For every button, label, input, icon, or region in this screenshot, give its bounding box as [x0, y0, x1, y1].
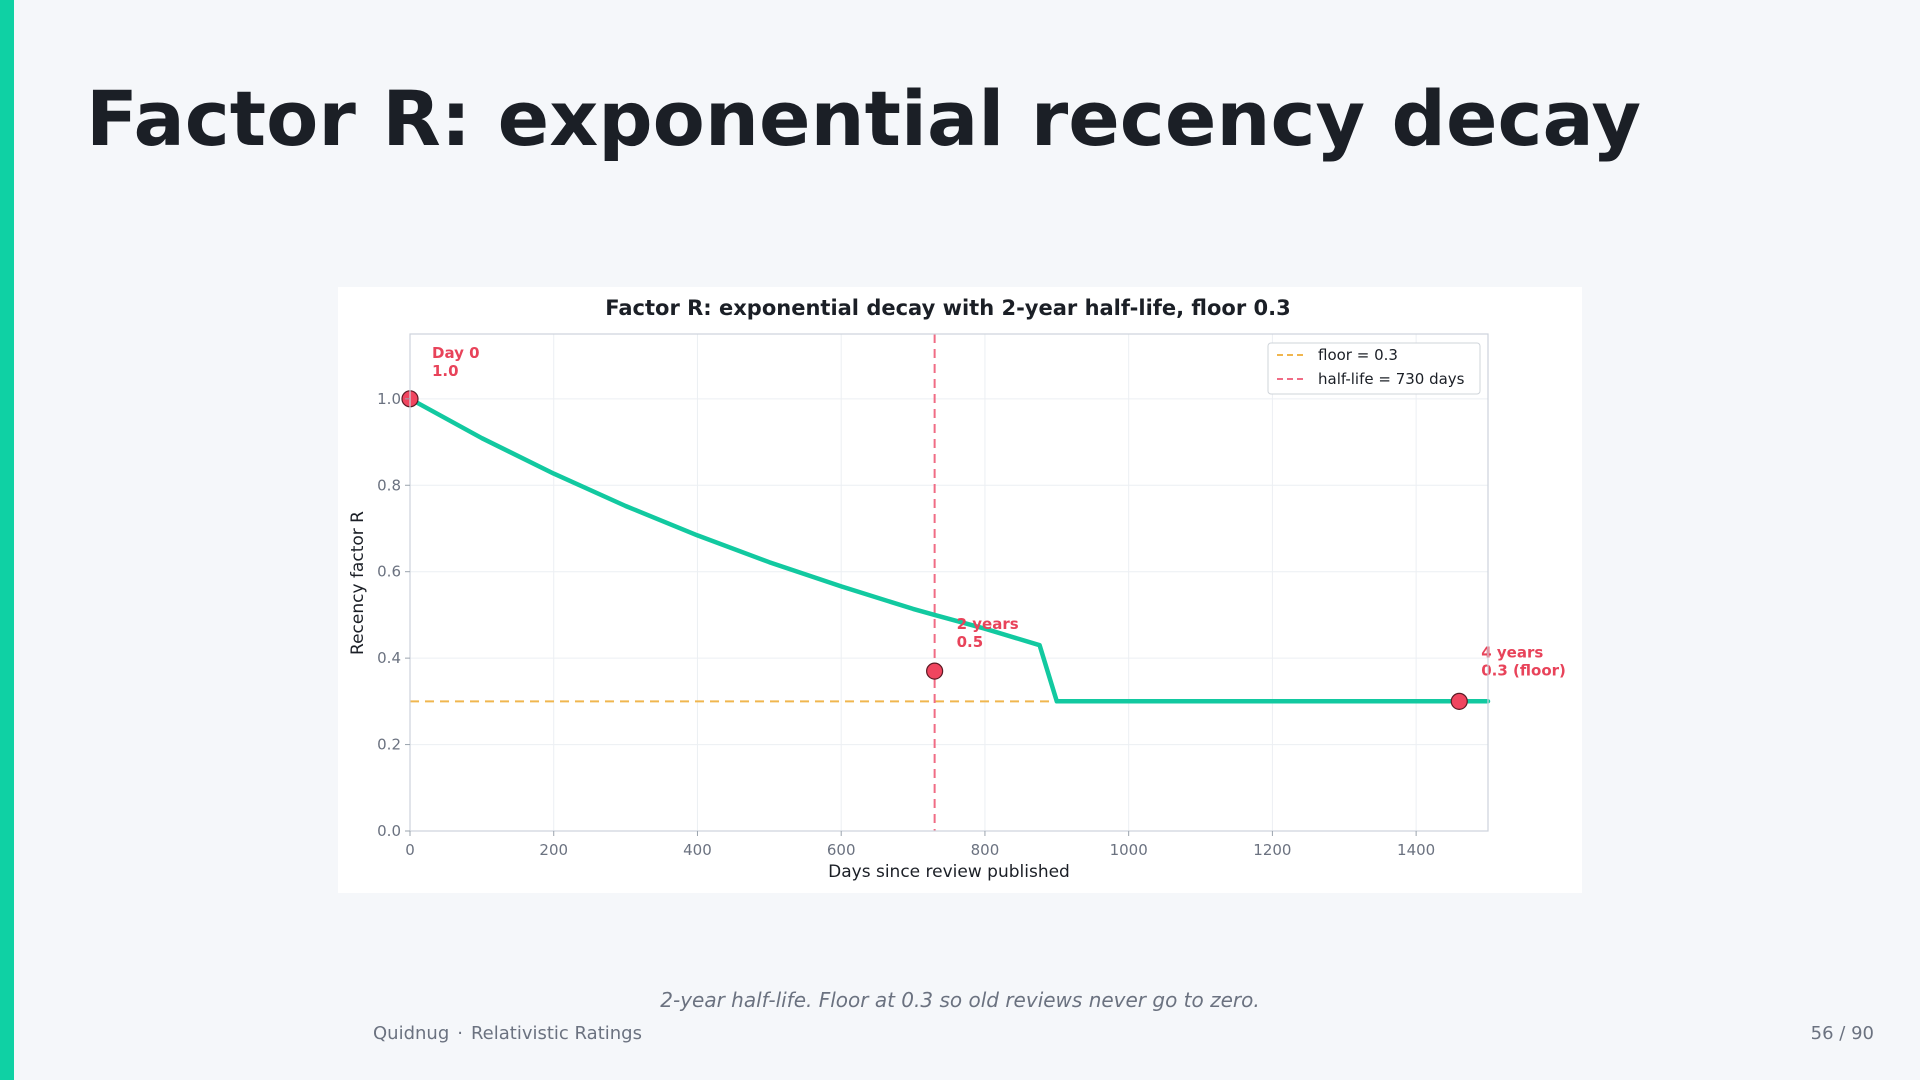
x-tick-label: 800: [971, 841, 1000, 859]
y-tick-label: 0.0: [377, 822, 401, 840]
legend-label-floor: floor = 0.3: [1318, 346, 1398, 364]
footer-brand: Quidnug: [373, 1023, 450, 1044]
chart-card: Factor R: exponential decay with 2-year …: [338, 287, 1582, 893]
marker-label-title: 4 years: [1481, 643, 1543, 661]
page-number: 56 / 90: [1810, 1023, 1874, 1044]
legend-box: [1267, 342, 1481, 395]
x-tick-label: 200: [539, 841, 568, 859]
data-marker: [1450, 692, 1468, 710]
x-tick-label: 1000: [1110, 841, 1148, 859]
x-tick-label: 400: [683, 841, 712, 859]
marker-label-title: 2 years: [957, 615, 1019, 633]
footer-left: Quidnug · Relativistic Ratings: [373, 1023, 642, 1044]
legend: floor = 0.3 half-life = 730 days: [1267, 342, 1481, 395]
accent-bar: [0, 0, 14, 1080]
x-axis-label: Days since review published: [828, 862, 1070, 882]
series-layer: [407, 396, 1491, 704]
chart: Factor R: exponential decay with 2-year …: [348, 296, 1566, 882]
marker-label-value: 1.0: [432, 362, 459, 380]
grid: [409, 334, 1488, 832]
slide-title: Factor R: exponential recency decay: [86, 74, 1642, 163]
chart-title: Factor R: exponential decay with 2-year …: [605, 296, 1290, 320]
x-tick-label: 600: [827, 841, 856, 859]
footer-separator: ·: [457, 1023, 463, 1044]
x-tick-label: 1400: [1397, 841, 1435, 859]
footer-deck-title: Relativistic Ratings: [470, 1023, 642, 1044]
reference-lines: [410, 334, 1488, 831]
plot-frame: [409, 333, 1489, 832]
legend-label-half-life: half-life = 730 days: [1318, 370, 1465, 388]
marker-label-value: 0.3 (floor): [1481, 661, 1566, 679]
y-axis-ticks: 0.0 0.2 0.4 0.6 0.8 1.0: [377, 390, 410, 840]
y-tick-label: 0.2: [377, 736, 401, 754]
y-axis-label: Recency factor R: [348, 511, 368, 655]
y-tick-label: 0.4: [377, 649, 401, 667]
marker-label-title: Day 0: [432, 344, 480, 362]
x-tick-label: 1200: [1253, 841, 1291, 859]
slide-caption: 2-year half-life. Floor at 0.3 so old re…: [660, 988, 1260, 1012]
y-tick-label: 0.6: [377, 563, 401, 581]
data-marker: [926, 662, 944, 680]
y-tick-label: 0.8: [377, 476, 401, 494]
x-tick-label: 0: [405, 841, 415, 859]
decay-curve: [407, 396, 1491, 704]
x-axis-ticks: 0 200 400 600 800 1000 1200 1400: [405, 831, 1435, 859]
y-tick-label: 1.0: [377, 390, 401, 408]
marker-label-value: 0.5: [957, 633, 984, 651]
